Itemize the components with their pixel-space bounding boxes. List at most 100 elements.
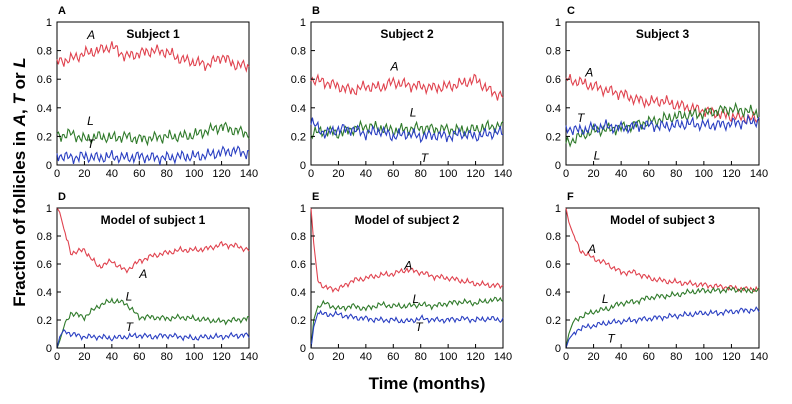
y-tick-label: 0 (555, 343, 561, 355)
series-label-l: L (412, 292, 419, 306)
y-tick-label: 0.4 (291, 103, 306, 115)
x-tick-label: 0 (563, 351, 569, 363)
x-tick-label: 40 (615, 168, 627, 180)
series-l-line (56, 121, 250, 147)
x-tick-label: 100 (439, 168, 457, 180)
x-tick-label: 140 (750, 351, 768, 363)
x-tick-label: 60 (387, 168, 399, 180)
panel-e: 0 20 40 60 80 100 120 140 0 0.2 0.4 0.6 0.8 1E Model o… (291, 191, 512, 363)
y-tick-label: 1 (46, 203, 52, 215)
series-label-a: A (587, 242, 596, 256)
x-tick-label: 40 (615, 351, 627, 363)
series-a-line (56, 207, 250, 274)
panel-d: 0 20 40 60 80 100 120 140 0 0.2 0.4 0.6 0.8 1D Model o… (37, 191, 258, 363)
y-tick-label: 0 (46, 343, 52, 355)
plot-frame (565, 21, 760, 166)
series-label-l: L (126, 289, 133, 303)
y-tick-label: 0.8 (291, 46, 306, 58)
y-tick-label: 0.6 (291, 259, 306, 271)
panel-c: 0 20 40 60 80 100 120 140 0 0.2 0.4 0.6 0.8 1C Subject… (546, 5, 768, 180)
y-tick-label: 0.2 (546, 315, 561, 327)
panel-title: Subject 1 (126, 27, 180, 41)
x-tick-label: 100 (185, 351, 203, 363)
x-tick-label: 0 (308, 168, 314, 180)
y-tick-label: 0.6 (291, 74, 306, 86)
x-tick-label: 80 (415, 351, 427, 363)
y-tick-label: 0.4 (37, 103, 52, 115)
x-tick-label: 20 (78, 351, 90, 363)
x-tick-label: 80 (415, 168, 427, 180)
y-tick-label: 0.8 (291, 231, 306, 243)
title-backdrop (91, 212, 215, 228)
x-tick-label: 40 (360, 351, 372, 363)
series-l-line (310, 119, 504, 140)
y-tick-label: 0.8 (37, 46, 52, 58)
y-tick-label: 0 (300, 343, 306, 355)
x-tick-label: 20 (332, 168, 344, 180)
y-tick-label: 0.8 (37, 231, 52, 243)
y-tick-label: 0.2 (37, 315, 52, 327)
panel-title: Model of subject 1 (101, 213, 206, 227)
y-tick-label: 0.2 (546, 131, 561, 143)
x-tick-label: 60 (643, 351, 655, 363)
series-label-l: L (410, 105, 417, 119)
y-tick-label: 0.8 (546, 231, 561, 243)
y-tick-label: 0.4 (37, 287, 52, 299)
title-backdrop (600, 212, 725, 228)
x-tick-label: 140 (240, 351, 258, 363)
x-tick-label: 120 (212, 168, 230, 180)
x-tick-label: 20 (332, 351, 344, 363)
x-tick-label: 140 (750, 168, 768, 180)
panel-letter: F (567, 191, 574, 203)
y-tick-label: 1 (555, 203, 561, 215)
y-tick-label: 0 (555, 160, 561, 172)
x-tick-label: 120 (722, 351, 740, 363)
panel-b: 0 20 40 60 80 100 120 140 0 0.2 0.4 0.6 0.8 1B Subject… (291, 5, 512, 180)
y-tick-label: 0 (300, 160, 306, 172)
x-axis-label: Time (months) (369, 374, 486, 393)
x-tick-label: 40 (360, 168, 372, 180)
x-tick-label: 0 (563, 168, 569, 180)
x-tick-label: 80 (161, 168, 173, 180)
plot-frame (56, 21, 250, 166)
x-tick-label: 60 (643, 168, 655, 180)
series-label-t: T (577, 111, 586, 125)
series-label-a: A (584, 65, 593, 79)
panel-f: 0 20 40 60 80 100 120 140 0 0.2 0.4 0.6 0.8 1F Model o… (546, 191, 768, 363)
plot-frame (310, 207, 504, 349)
x-tick-label: 80 (670, 351, 682, 363)
x-tick-label: 60 (133, 168, 145, 180)
panel-title: Model of subject 2 (355, 213, 460, 227)
series-label-l: L (594, 148, 601, 162)
series-l-line (565, 286, 760, 349)
x-tick-label: 0 (54, 351, 60, 363)
x-tick-label: 40 (106, 168, 118, 180)
y-tick-label: 0.4 (546, 103, 561, 115)
series-label-t: T (421, 151, 430, 165)
x-tick-label: 100 (185, 168, 203, 180)
series-t-line (310, 117, 504, 144)
y-tick-label: 0.2 (291, 131, 306, 143)
series-l-line (56, 297, 250, 349)
y-tick-label: 1 (46, 17, 52, 29)
series-t-line (565, 306, 760, 349)
x-tick-label: 140 (240, 168, 258, 180)
x-tick-label: 140 (494, 351, 512, 363)
x-tick-label: 80 (161, 351, 173, 363)
panel-title: Model of subject 3 (610, 213, 715, 227)
y-tick-label: 0.6 (37, 259, 52, 271)
x-tick-label: 120 (466, 351, 484, 363)
series-label-a: A (86, 28, 95, 42)
x-tick-label: 40 (106, 351, 118, 363)
series-l-line (310, 296, 504, 349)
series-t-line (310, 309, 504, 349)
y-tick-label: 0.6 (37, 74, 52, 86)
x-tick-label: 140 (494, 168, 512, 180)
series-a-line (565, 73, 760, 124)
y-axis-label: Fraction of follicles in A, T or L (10, 57, 29, 306)
panel-letter: D (58, 191, 66, 203)
series-a-line (310, 207, 504, 294)
x-tick-label: 60 (133, 351, 145, 363)
series-label-l: L (87, 114, 94, 128)
